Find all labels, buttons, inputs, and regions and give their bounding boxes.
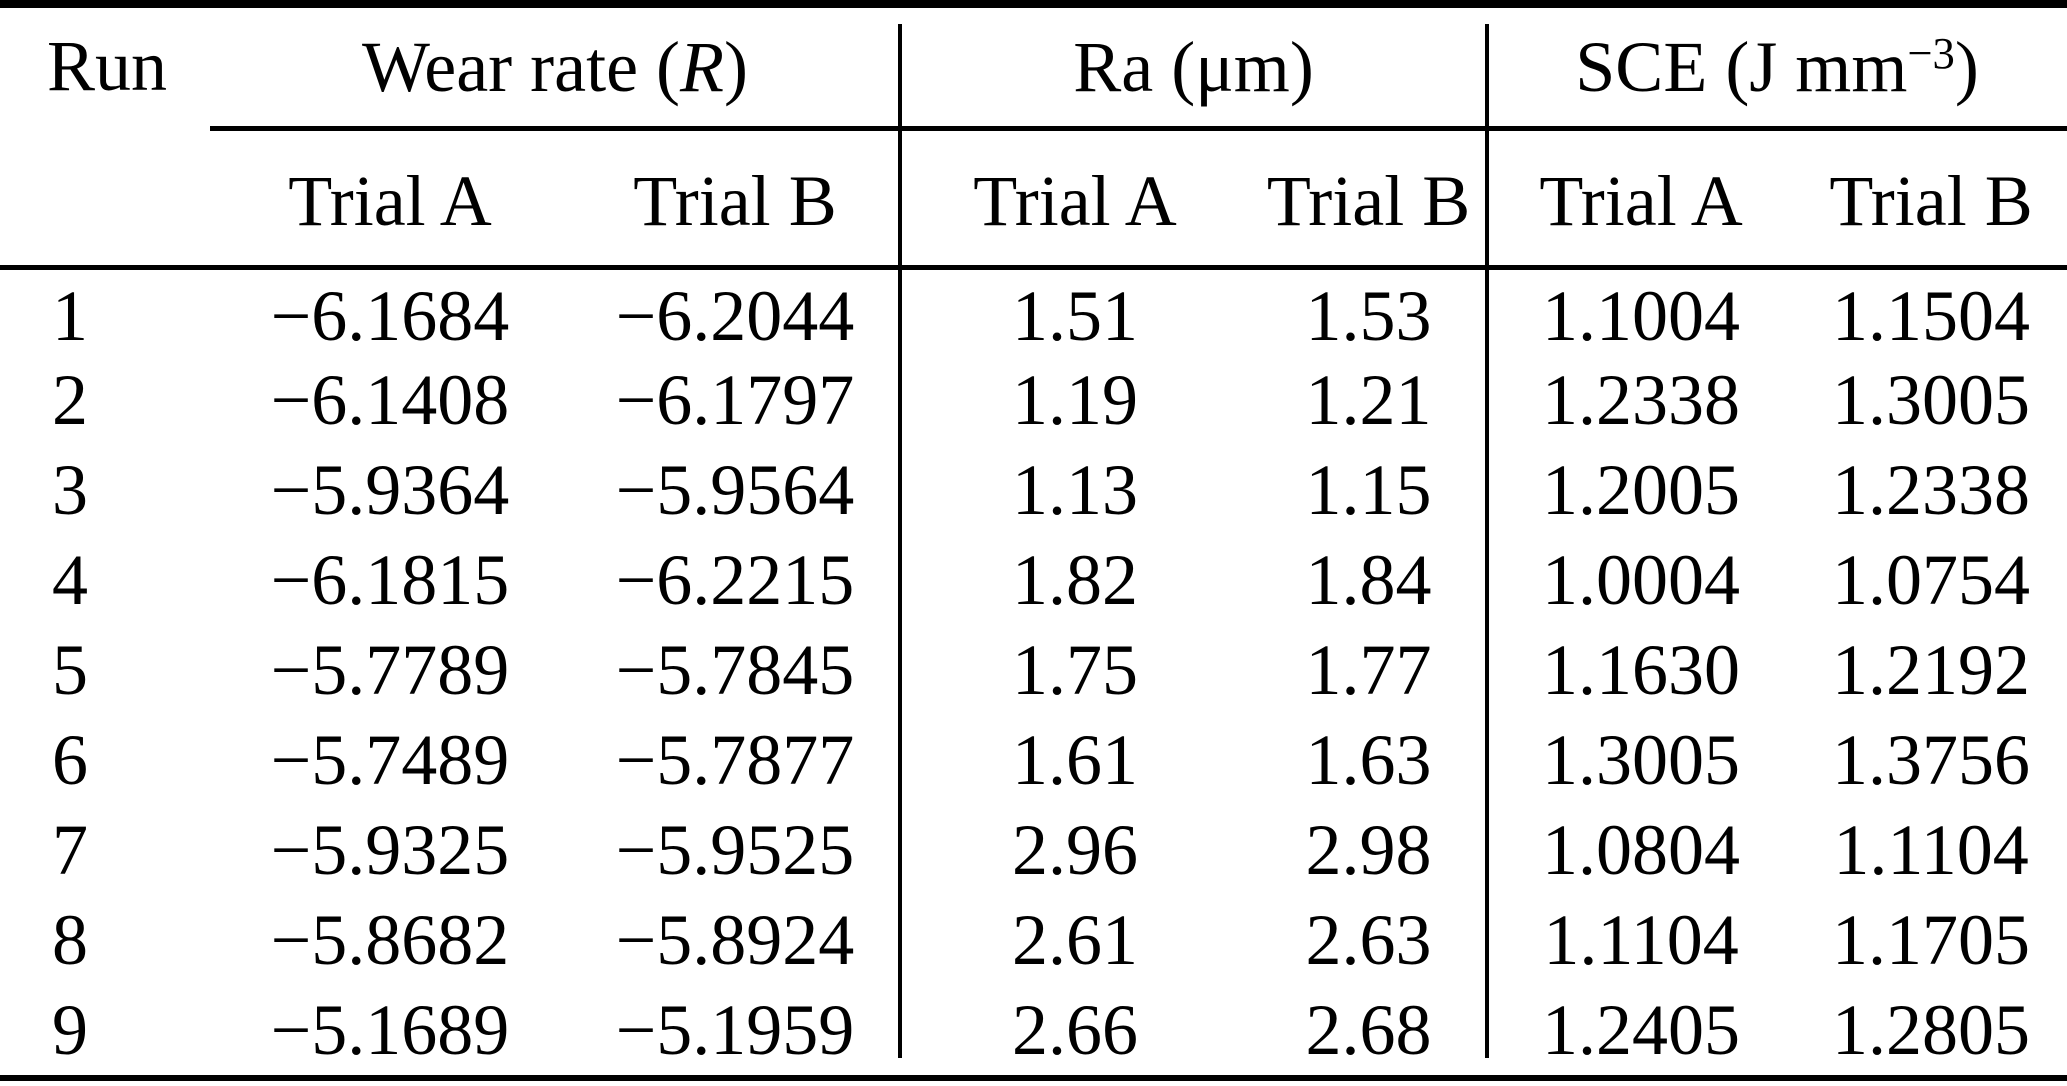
results-table: Run Wear rate (R) Ra (μm) SCE (J mm−3) T…: [0, 8, 2067, 1075]
cell-wear-trial-a: −5.9325: [270, 810, 510, 890]
cell-sce-trial-b: 1.3005: [1832, 360, 2031, 440]
sce-label-suffix: ): [1954, 27, 1979, 108]
header-body-divider-rule: [0, 265, 2067, 270]
cell-wear-trial-b: −5.9525: [615, 810, 855, 890]
table-row: 7 −5.9325 −5.9525 2.96 2.98 1.0804 1.110…: [0, 805, 2067, 895]
subheader-ra-trial-b: Trial B: [1266, 160, 1471, 241]
column-header-run: Run: [47, 26, 168, 106]
cell-ra-trial-a: 2.66: [1012, 990, 1139, 1070]
cell-wear-trial-a: −6.1684: [270, 276, 510, 356]
cell-wear-trial-a: −5.8682: [270, 900, 510, 980]
cell-wear-trial-a: −5.9364: [270, 450, 510, 530]
cell-wear-trial-a: −5.1689: [270, 990, 510, 1070]
cell-ra-trial-b: 2.68: [1305, 990, 1432, 1070]
cell-ra-trial-a: 1.51: [1012, 276, 1139, 356]
subheader-row: Trial A Trial B Trial A Trial B Trial A …: [0, 126, 2067, 265]
cell-sce-trial-a: 1.3005: [1542, 720, 1741, 800]
table-row: 3 −5.9364 −5.9564 1.13 1.15 1.2005 1.233…: [0, 445, 2067, 535]
cell-sce-trial-a: 1.2338: [1542, 360, 1741, 440]
cell-wear-trial-b: −5.1959: [615, 990, 855, 1070]
cell-ra-trial-a: 1.75: [1012, 630, 1139, 710]
cell-ra-trial-b: 1.15: [1305, 450, 1432, 530]
table-row: 1 −6.1684 −6.2044 1.51 1.53 1.1004 1.150…: [0, 265, 2067, 355]
vertical-divider-wear-ra: [898, 24, 902, 1058]
vertical-divider-ra-sce: [1485, 24, 1489, 1058]
sce-exponent: −3: [1907, 27, 1955, 78]
bottom-rule: [0, 1075, 2067, 1081]
cell-ra-trial-b: 1.77: [1305, 630, 1432, 710]
cell-sce-trial-b: 1.1504: [1832, 276, 2031, 356]
cell-wear-trial-b: −5.7845: [615, 630, 855, 710]
table-row: 5 −5.7789 −5.7845 1.75 1.77 1.1630 1.219…: [0, 625, 2067, 715]
cell-ra-trial-b: 1.21: [1305, 360, 1432, 440]
cell-wear-trial-b: −6.1797: [615, 360, 855, 440]
cell-wear-trial-a: −6.1408: [270, 360, 510, 440]
cell-sce-trial-a: 1.1630: [1542, 630, 1741, 710]
wear-rate-symbol: R: [680, 27, 724, 107]
cell-run: 9: [52, 990, 88, 1070]
wear-rate-label-prefix: Wear rate (: [362, 27, 680, 107]
cell-ra-trial-b: 1.84: [1305, 540, 1432, 620]
table-row: 8 −5.8682 −5.8924 2.61 2.63 1.1104 1.170…: [0, 895, 2067, 985]
subheader-sce-trial-a: Trial A: [1539, 160, 1743, 241]
sce-label-prefix: SCE (J mm: [1575, 27, 1908, 108]
cell-ra-trial-b: 1.63: [1305, 720, 1432, 800]
table-row: 2 −6.1408 −6.1797 1.19 1.21 1.2338 1.300…: [0, 355, 2067, 445]
cell-sce-trial-b: 1.0754: [1832, 540, 2031, 620]
cell-ra-trial-b: 2.63: [1305, 900, 1432, 980]
group-header-ra: Ra (μm): [1073, 27, 1314, 107]
cell-ra-trial-b: 2.98: [1305, 810, 1432, 890]
wear-rate-label-suffix: ): [723, 27, 748, 107]
cell-run: 6: [52, 720, 88, 800]
cell-wear-trial-b: −5.8924: [615, 900, 855, 980]
cell-ra-trial-a: 2.61: [1012, 900, 1139, 980]
cell-sce-trial-a: 1.2405: [1542, 990, 1741, 1070]
cell-sce-trial-b: 1.1104: [1833, 810, 2029, 890]
cell-wear-trial-a: −5.7489: [270, 720, 510, 800]
group-header-row: Run Wear rate (R) Ra (μm) SCE (J mm−3): [0, 8, 2067, 126]
cell-run: 8: [52, 900, 88, 980]
cell-sce-trial-a: 1.1004: [1542, 276, 1741, 356]
cell-run: 7: [52, 810, 88, 890]
group-header-sce: SCE (J mm−3): [1487, 8, 2067, 126]
cell-wear-trial-a: −5.7789: [270, 630, 510, 710]
group-header-wear-rate: Wear rate (R): [210, 8, 900, 126]
cell-ra-trial-b: 1.53: [1305, 276, 1432, 356]
cell-sce-trial-a: 1.0004: [1542, 540, 1741, 620]
cell-run: 3: [52, 450, 88, 530]
cell-ra-trial-a: 2.96: [1012, 810, 1139, 890]
cell-wear-trial-a: −6.1815: [270, 540, 510, 620]
cell-ra-trial-a: 1.82: [1012, 540, 1139, 620]
cell-sce-trial-a: 1.2005: [1542, 450, 1741, 530]
cell-run: 5: [52, 630, 88, 710]
cell-sce-trial-b: 1.2338: [1832, 450, 2031, 530]
cell-ra-trial-a: 1.19: [1012, 360, 1139, 440]
header-partial-rule: [210, 126, 2067, 131]
cell-sce-trial-a: 1.1104: [1543, 900, 1739, 980]
subheader-wear-trial-b: Trial B: [633, 160, 837, 241]
cell-run: 1: [52, 276, 88, 356]
cell-sce-trial-a: 1.0804: [1542, 810, 1741, 890]
table-row: 9 −5.1689 −5.1959 2.66 2.68 1.2405 1.280…: [0, 985, 2067, 1075]
top-rule: [0, 0, 2067, 8]
cell-wear-trial-b: −5.7877: [615, 720, 855, 800]
cell-sce-trial-b: 1.1705: [1832, 900, 2031, 980]
cell-sce-trial-b: 1.3756: [1832, 720, 2031, 800]
table-row: 6 −5.7489 −5.7877 1.61 1.63 1.3005 1.375…: [0, 715, 2067, 805]
table-row: 4 −6.1815 −6.2215 1.82 1.84 1.0004 1.075…: [0, 535, 2067, 625]
cell-ra-trial-a: 1.13: [1012, 450, 1139, 530]
cell-wear-trial-b: −6.2215: [615, 540, 855, 620]
cell-wear-trial-b: −5.9564: [615, 450, 855, 530]
cell-run: 2: [52, 360, 88, 440]
cell-sce-trial-b: 1.2805: [1832, 990, 2031, 1070]
subheader-sce-trial-b: Trial B: [1829, 160, 2033, 241]
cell-wear-trial-b: −6.2044: [615, 276, 855, 356]
subheader-ra-trial-a: Trial A: [973, 160, 1177, 241]
cell-run: 4: [52, 540, 88, 620]
subheader-wear-trial-a: Trial A: [288, 160, 492, 241]
cell-ra-trial-a: 1.61: [1012, 720, 1139, 800]
cell-sce-trial-b: 1.2192: [1832, 630, 2031, 710]
